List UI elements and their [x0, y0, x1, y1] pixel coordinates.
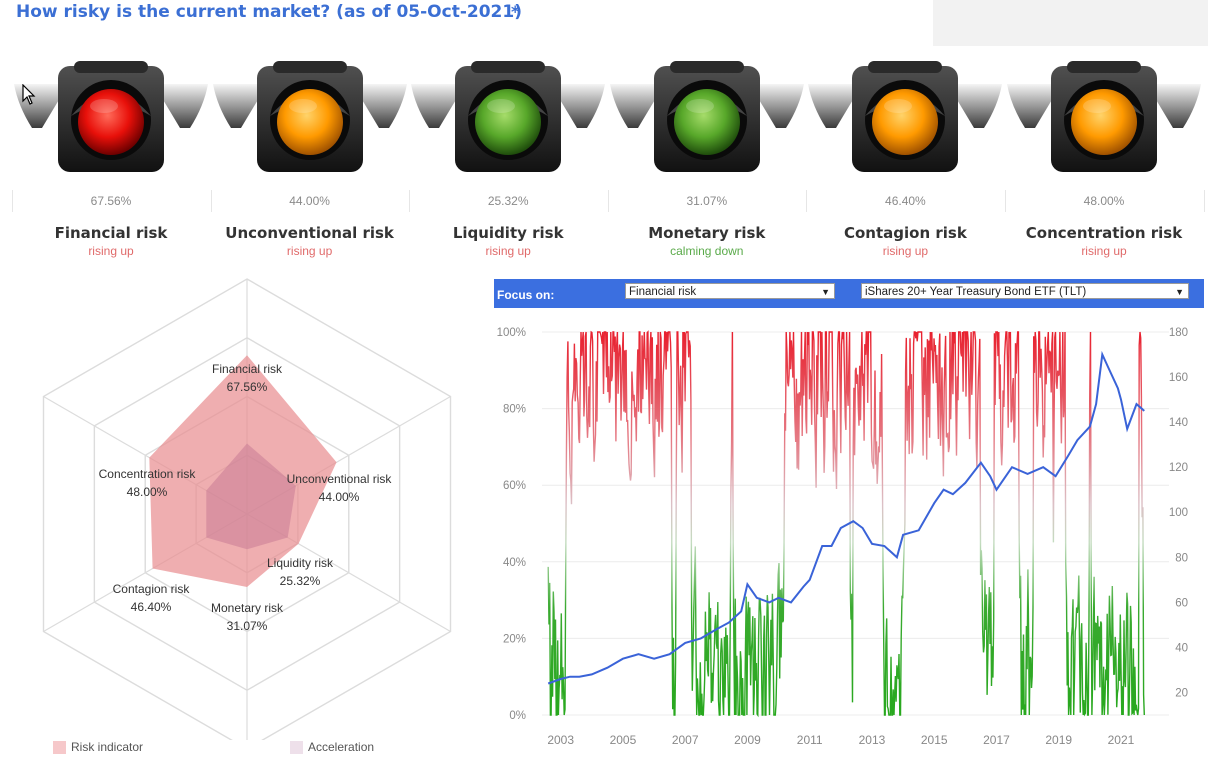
x-tick: 2017 [983, 733, 1010, 747]
y-left-tick: 60% [503, 480, 526, 492]
risk-select-value: Financial risk [629, 286, 697, 298]
x-tick: 2013 [859, 733, 886, 747]
x-tick: 2003 [547, 733, 574, 747]
x-tick: 2007 [672, 733, 699, 747]
y-right-tick: 60 [1175, 597, 1188, 609]
risk-percent: 31.07% [686, 194, 728, 208]
radar-axis-label: Contagion risk [113, 582, 191, 596]
light-divider [806, 190, 808, 212]
radar-axis-label: Unconventional risk [287, 472, 393, 486]
traffic-light-icon [1007, 61, 1201, 172]
radar-axis-label: Concentration risk [99, 467, 197, 481]
risk-percent: 46.40% [885, 194, 926, 208]
risk-name: Financial risk [54, 224, 168, 242]
risk-name: Liquidity risk [452, 224, 564, 242]
light-divider [12, 190, 13, 212]
legend-risk-swatch [53, 741, 66, 755]
y-left-tick: 80% [503, 404, 526, 416]
legend-risk-label: Risk indicator [71, 740, 144, 754]
risk-light-financial-risk[interactable]: 67.56% Financial risk rising up [12, 58, 210, 268]
light-divider [607, 190, 609, 212]
risk-trend: rising up [882, 244, 929, 258]
x-tick: 2009 [734, 733, 761, 747]
risk-percent: 48.00% [1083, 194, 1125, 208]
risk-select[interactable]: Financial risk ▼ [625, 283, 835, 299]
risk-name: Concentration risk [1025, 224, 1183, 242]
risk-name: Monetary risk [648, 224, 766, 242]
header-corner-panel [933, 0, 1208, 46]
risk-history-chart: 100% 80% 60% 40% 20% 0% 180 160 140 120 100 80 60 40 2… [497, 327, 1188, 747]
x-tick: 2005 [610, 733, 637, 747]
risk-name: Contagion risk [843, 224, 967, 242]
light-divider [1005, 190, 1006, 212]
radar-chart: Financial risk 67.56% Unconventional risk 4… [42, 278, 452, 740]
radar-axis-value: 25.32% [280, 574, 321, 588]
risk-trend: rising up [88, 244, 134, 258]
risk-light-contagion-risk[interactable]: 46.40% Contagion risk rising up [806, 58, 1004, 268]
y-right-tick: 120 [1169, 462, 1188, 474]
radar-axis-value: 44.00% [319, 490, 360, 504]
risk-light-unconventional-risk[interactable]: 44.00% Unconventional risk rising up [211, 58, 409, 268]
y-right-tick: 180 [1169, 327, 1188, 339]
radar-axis-value: 48.00% [127, 485, 168, 499]
legend-accel-label: Acceleration [308, 740, 375, 754]
risk-light-concentration-risk[interactable]: 48.00% Concentration risk rising up [1005, 58, 1203, 268]
risk-light-monetary-risk[interactable]: 31.07% Monetary risk calming down [608, 58, 806, 268]
mouse-cursor-icon [22, 84, 36, 105]
y-right-tick: 80 [1175, 552, 1188, 564]
traffic-light-icon [808, 61, 1003, 172]
focus-label: Focus on: [497, 288, 555, 302]
radar-axis-label: Liquidity risk [267, 556, 334, 570]
title-asterisk[interactable]: * [511, 2, 520, 21]
tlt-price-series[interactable] [547, 350, 1145, 685]
y-right-tick: 160 [1169, 372, 1188, 384]
risk-percent: 25.32% [487, 194, 529, 208]
risk-trend: rising up [286, 244, 333, 258]
risk-trend: calming down [670, 244, 744, 258]
y-left-tick: 0% [509, 710, 526, 722]
traffic-light-icon [212, 61, 407, 172]
light-divider [210, 190, 212, 212]
radar-axis-label: Financial risk [212, 362, 283, 376]
y-right-tick: 100 [1169, 507, 1188, 519]
risk-percent: 44.00% [289, 194, 330, 208]
y-right-tick: 20 [1175, 687, 1188, 699]
legend-accel-swatch [290, 741, 303, 755]
radar-axis-label: Monetary risk [211, 601, 284, 615]
legend-risk-indicator[interactable]: Risk indicator [53, 740, 144, 755]
page-title: How risky is the current market? (as of … [16, 2, 522, 22]
asset-select[interactable]: iShares 20+ Year Treasury Bond ETF (TLT)… [861, 283, 1189, 299]
traffic-light-icon [14, 61, 208, 172]
financial-risk-series[interactable] [547, 330, 1145, 718]
acceleration-area[interactable] [206, 443, 296, 550]
x-tick: 2011 [797, 733, 823, 747]
risk-percent: 67.56% [90, 194, 132, 208]
y-right-tick: 40 [1175, 642, 1188, 654]
y-left-tick: 40% [503, 557, 526, 569]
x-tick: 2021 [1108, 733, 1135, 747]
radar-axis-value: 46.40% [131, 600, 172, 614]
traffic-light-icon [609, 61, 804, 172]
asset-select-value: iShares 20+ Year Treasury Bond ETF (TLT) [865, 286, 1087, 298]
risk-light-liquidity-risk[interactable]: 25.32% Liquidity risk rising up [409, 58, 607, 268]
radar-axis-value: 31.07% [227, 619, 268, 633]
radar-axis-value: 67.56% [227, 380, 268, 394]
x-tick: 2019 [1045, 733, 1072, 747]
y-left-tick: 20% [503, 633, 526, 645]
chevron-down-icon: ▼ [821, 287, 830, 297]
risk-trend: rising up [1081, 244, 1127, 258]
y-left-tick: 100% [497, 327, 526, 339]
chevron-down-icon: ▼ [1175, 287, 1184, 297]
legend-acceleration[interactable]: Acceleration [290, 740, 375, 755]
light-divider [1203, 190, 1205, 212]
y-right-tick: 140 [1169, 417, 1188, 429]
risk-name: Unconventional risk [225, 224, 394, 242]
risk-trend: rising up [485, 244, 531, 258]
x-tick: 2015 [921, 733, 948, 747]
light-divider [409, 190, 411, 212]
traffic-light-icon [411, 61, 606, 172]
